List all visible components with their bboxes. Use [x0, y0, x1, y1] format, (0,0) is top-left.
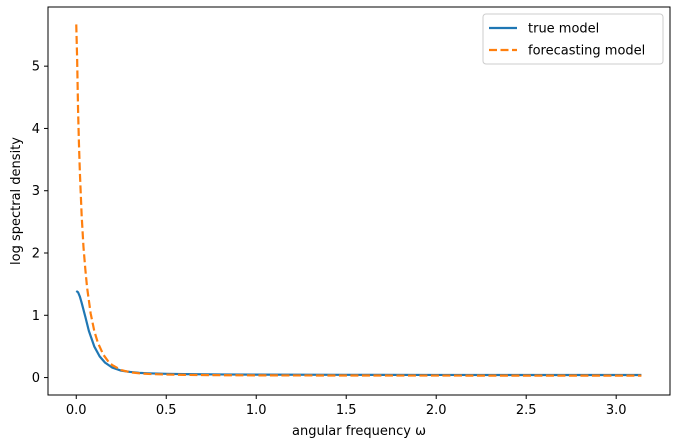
x-tick-label: 0.0: [66, 403, 87, 418]
x-tick-label: 2.0: [426, 403, 447, 418]
y-tick-label: 5: [32, 60, 40, 75]
y-tick-label: 4: [32, 122, 40, 137]
series-line-forecasting-model: [75, 24, 642, 377]
x-axis-label: angular frequency ω: [292, 424, 426, 439]
y-tick-label: 1: [32, 309, 40, 324]
y-tick-label: 3: [32, 184, 40, 199]
legend-label-forecasting-model: forecasting model: [528, 44, 645, 59]
y-tick-label: 2: [32, 247, 40, 262]
series-line-true-model: [75, 290, 642, 377]
plot-frame: [47, 6, 671, 396]
x-tick-label: 2.5: [516, 403, 537, 418]
legend-label-true-model: true model: [528, 22, 599, 37]
legend-box: [482, 13, 664, 65]
plot-lines: [75, 24, 642, 377]
x-tick-label: 0.5: [156, 403, 177, 418]
legend: true model forecasting model: [482, 13, 664, 65]
y-axis-label: log spectral density: [9, 137, 24, 265]
x-tick-label: 3.0: [606, 403, 627, 418]
x-tick-label: 1.5: [336, 403, 357, 418]
y-tick-label: 0: [32, 371, 40, 386]
x-tick-label: 1.0: [246, 403, 267, 418]
axis-ticks: 0.0 0.5 1.0 1.5 2.0 2.5 3.0 0 1 2 3 4 5: [32, 60, 627, 418]
